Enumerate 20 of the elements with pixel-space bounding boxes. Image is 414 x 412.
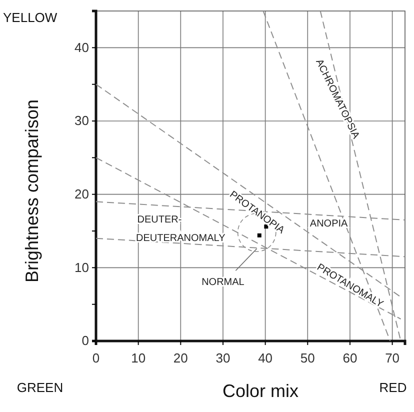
x-axis-title: Color mix [222,381,299,401]
x-tick-label: 40 [258,350,273,366]
y-axis-title: Brightness comparison [22,99,42,283]
x-tick-label: 10 [131,350,146,366]
y-tick-label: 0 [82,333,89,348]
y-tick-label: 20 [74,186,89,202]
text: YELLOW [3,10,58,25]
text: RED [379,380,407,395]
x-tick-label: 60 [342,350,358,366]
x-tick-label: 20 [173,350,188,366]
x-tick-label: 50 [300,350,315,366]
annotation: ANOPIA [310,218,348,230]
y-tick-label: 40 [74,40,89,55]
y-tick-label: 30 [74,113,89,128]
x-tick-label: 0 [92,350,100,366]
x-tick-label: 70 [385,350,400,366]
text: GREEN [16,380,64,395]
x-tick-label: 30 [216,350,230,366]
y-tick-label: 10 [74,260,89,275]
annotation: NORMAL [202,276,245,288]
